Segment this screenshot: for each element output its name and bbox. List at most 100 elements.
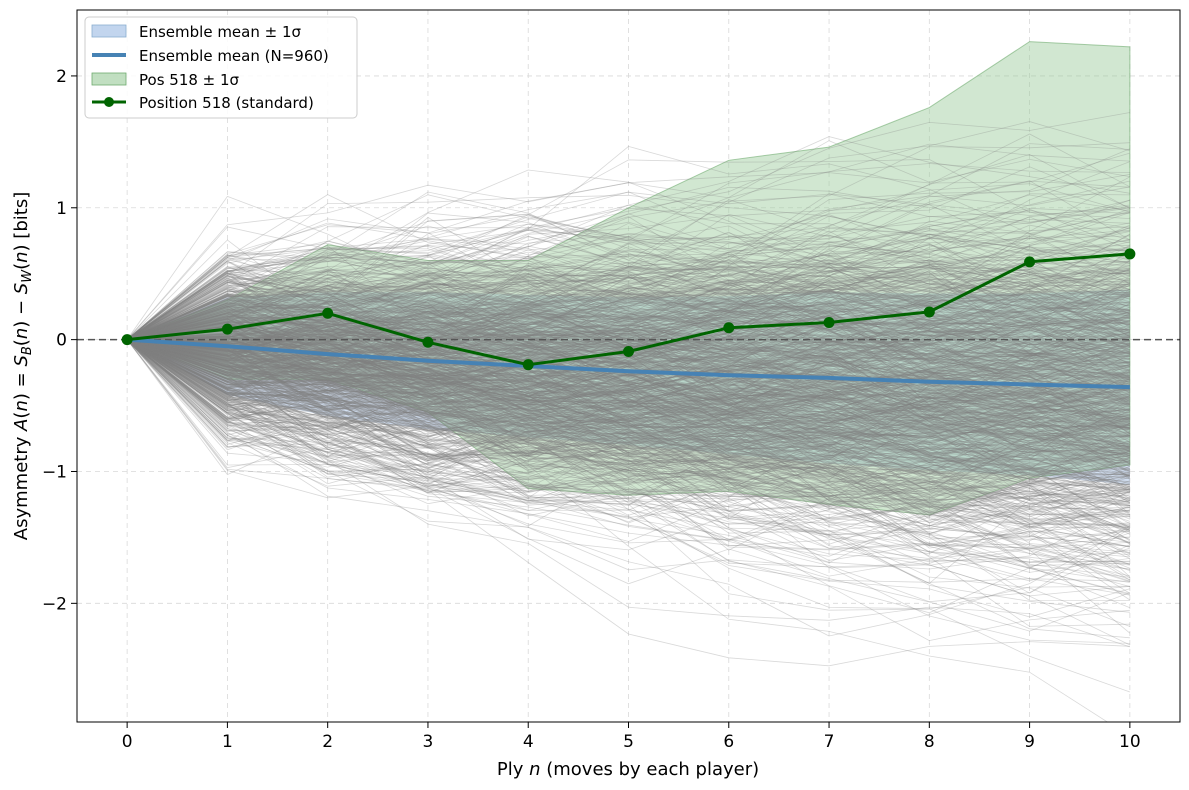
- y-tick-label: 2: [56, 67, 67, 87]
- ensemble-trajectory: [126, 290, 1131, 428]
- ensemble-trajectory: [126, 297, 1130, 486]
- ensemble-trajectory: [126, 339, 1130, 500]
- ensemble-trajectory: [126, 339, 1130, 457]
- ensemble-trajectory: [126, 266, 1131, 405]
- ensemble-trajectory: [126, 339, 1130, 523]
- ensemble-trajectory: [126, 339, 1130, 463]
- ensemble-trajectory: [126, 339, 1130, 508]
- ensemble-trajectory: [127, 315, 1131, 357]
- ensemble-mean-layer: [126, 337, 1130, 390]
- ensemble-trajectory: [126, 339, 1130, 474]
- ensemble-trajectory: [126, 339, 1130, 535]
- ensemble-trajectory: [127, 290, 1131, 385]
- ensemble-trajectory: [127, 283, 1131, 352]
- ensemble-trajectory: [127, 339, 1130, 528]
- ensemble-trajectory: [126, 339, 1130, 471]
- ensemble-trajectory: [127, 339, 1130, 427]
- ensemble-trajectory: [126, 270, 1131, 520]
- ensemble-trajectory: [126, 339, 1131, 425]
- ensemble-trajectory: [126, 339, 1130, 548]
- ensemble-trajectory: [127, 315, 1130, 445]
- ensemble-trajectory: [126, 339, 1130, 583]
- ensemble-trajectory: [126, 339, 1130, 477]
- ensemble-trajectory: [126, 216, 1130, 350]
- ensemble-trajectory: [126, 133, 1131, 340]
- position-518-point: [823, 316, 835, 328]
- ensemble-trajectory: [126, 339, 1130, 471]
- ensemble-trajectory: [126, 339, 1131, 459]
- ensemble-trajectory: [126, 246, 1131, 340]
- ensemble-trajectory: [127, 233, 1131, 362]
- ensemble-trajectory: [127, 319, 1131, 428]
- ensemble-trajectory: [126, 339, 1130, 505]
- ensemble-trajectory: [127, 339, 1130, 464]
- ensemble-trajectory: [127, 306, 1130, 449]
- ensemble-trajectory: [126, 158, 1130, 340]
- ensemble-trajectory: [127, 339, 1131, 458]
- ensemble-trajectory: [126, 339, 1130, 433]
- ensemble-trajectory: [127, 303, 1130, 401]
- ensemble-trajectory: [126, 339, 1130, 490]
- ensemble-trajectory: [127, 329, 1130, 455]
- ensemble-trajectory: [127, 292, 1131, 434]
- ensemble-trajectory: [127, 336, 1130, 427]
- ensemble-trajectory: [127, 317, 1131, 416]
- ensemble-trajectory: [126, 339, 1130, 429]
- ensemble-trajectory: [126, 312, 1130, 428]
- x-tick-label: 5: [623, 732, 634, 752]
- ensemble-trajectory: [126, 339, 1131, 497]
- ensemble-trajectory: [126, 317, 1130, 428]
- ensemble-trajectory: [126, 244, 1130, 371]
- ensemble-trajectory: [127, 339, 1131, 475]
- ensemble-trajectory: [126, 312, 1130, 414]
- ensemble-trajectory: [126, 143, 1130, 340]
- ensemble-trajectory: [126, 306, 1130, 382]
- ensemble-trajectory: [126, 285, 1130, 340]
- ensemble-trajectory: [127, 332, 1130, 397]
- ensemble-trajectory: [126, 246, 1130, 340]
- ensemble-trajectory: [126, 251, 1130, 360]
- ensemble-trajectory: [126, 254, 1130, 340]
- ensemble-trajectory: [126, 297, 1131, 406]
- ensemble-trajectory: [127, 282, 1131, 398]
- ensemble-trajectory: [126, 339, 1130, 458]
- ensemble-trajectory: [127, 289, 1131, 341]
- ensemble-trajectory: [126, 339, 1130, 470]
- ensemble-trajectory: [126, 183, 1131, 340]
- ensemble-trajectory: [126, 281, 1131, 366]
- ensemble-trajectory: [126, 339, 1130, 491]
- ensemble-trajectory: [127, 295, 1130, 354]
- ensemble-trajectory: [126, 332, 1130, 443]
- ensemble-trajectory: [127, 273, 1131, 353]
- ensemble-trajectory: [126, 339, 1131, 518]
- ensemble-trajectory: [127, 323, 1131, 453]
- ensemble-trajectory: [126, 280, 1131, 412]
- ensemble-trajectory: [126, 339, 1130, 429]
- ensemble-trajectory: [127, 278, 1130, 423]
- ensemble-trajectory: [127, 280, 1130, 357]
- ensemble-trajectory: [126, 271, 1131, 395]
- ensemble-trajectory: [126, 339, 1130, 644]
- ensemble-trajectory: [126, 316, 1131, 443]
- ensemble-trajectory: [126, 339, 1130, 483]
- ensemble-trajectory: [126, 339, 1130, 408]
- ensemble-trajectory: [126, 339, 1130, 454]
- ensemble-trajectory: [126, 275, 1131, 371]
- ensemble-trajectory: [126, 339, 1130, 500]
- ensemble-trajectory: [126, 280, 1130, 368]
- ensemble-trajectory: [126, 260, 1131, 371]
- ensemble-trajectory: [126, 339, 1130, 594]
- ensemble-trajectory: [127, 339, 1130, 437]
- ensemble-trajectory: [127, 311, 1131, 450]
- ensemble-trajectory: [127, 255, 1130, 340]
- ensemble-trajectory: [126, 339, 1131, 476]
- ensemble-trajectory: [126, 339, 1131, 496]
- ensemble-trajectory: [126, 339, 1130, 467]
- ensemble-trajectory: [126, 339, 1130, 547]
- ensemble-trajectory: [126, 277, 1131, 341]
- ensemble-trajectory: [126, 213, 1131, 366]
- legend-swatch-position-band: [91, 72, 127, 86]
- ensemble-trajectory: [126, 259, 1130, 340]
- ensemble-trajectory: [127, 339, 1131, 521]
- ensemble-trajectory: [127, 330, 1130, 430]
